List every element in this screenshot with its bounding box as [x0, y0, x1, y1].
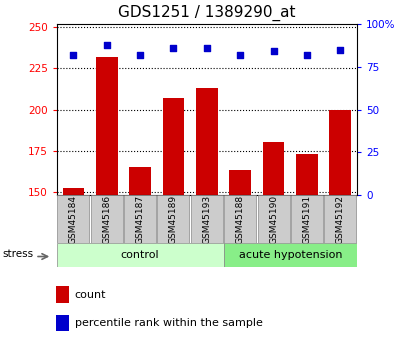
FancyBboxPatch shape	[57, 243, 223, 267]
Bar	[229, 170, 251, 345]
Bar	[196, 88, 218, 345]
Point	[237, 52, 244, 58]
FancyBboxPatch shape	[158, 195, 189, 243]
Text: GSM45187: GSM45187	[136, 195, 144, 244]
Text: acute hypotension: acute hypotension	[239, 250, 342, 260]
FancyBboxPatch shape	[324, 195, 356, 243]
Bar	[296, 154, 318, 345]
FancyBboxPatch shape	[257, 195, 290, 243]
Point	[270, 49, 277, 54]
Bar	[263, 142, 284, 345]
Bar	[329, 110, 351, 345]
FancyBboxPatch shape	[91, 195, 123, 243]
Text: GSM45192: GSM45192	[336, 195, 345, 244]
Bar	[56, 315, 69, 331]
Text: GSM45193: GSM45193	[202, 195, 211, 244]
Text: GSM45190: GSM45190	[269, 195, 278, 244]
Bar	[96, 57, 118, 345]
Text: count: count	[75, 290, 106, 300]
Bar	[63, 188, 84, 345]
Text: GSM45184: GSM45184	[69, 195, 78, 244]
Text: control: control	[121, 250, 160, 260]
Text: GSM45191: GSM45191	[302, 195, 312, 244]
FancyBboxPatch shape	[124, 195, 156, 243]
Point	[204, 45, 210, 51]
Point	[137, 52, 144, 58]
Bar	[163, 98, 184, 345]
Bar	[56, 286, 69, 303]
Point	[170, 45, 177, 51]
Text: GSM45189: GSM45189	[169, 195, 178, 244]
FancyBboxPatch shape	[58, 195, 89, 243]
Point	[70, 52, 77, 58]
FancyBboxPatch shape	[224, 195, 256, 243]
Text: stress: stress	[3, 249, 34, 259]
FancyBboxPatch shape	[191, 195, 223, 243]
Point	[103, 42, 110, 47]
Bar	[129, 167, 151, 345]
Point	[337, 47, 344, 52]
Point	[304, 52, 310, 58]
FancyBboxPatch shape	[223, 243, 357, 267]
FancyBboxPatch shape	[291, 195, 323, 243]
Text: percentile rank within the sample: percentile rank within the sample	[75, 318, 262, 328]
Text: GSM45188: GSM45188	[236, 195, 245, 244]
Text: GSM45186: GSM45186	[102, 195, 111, 244]
Title: GDS1251 / 1389290_at: GDS1251 / 1389290_at	[118, 5, 296, 21]
